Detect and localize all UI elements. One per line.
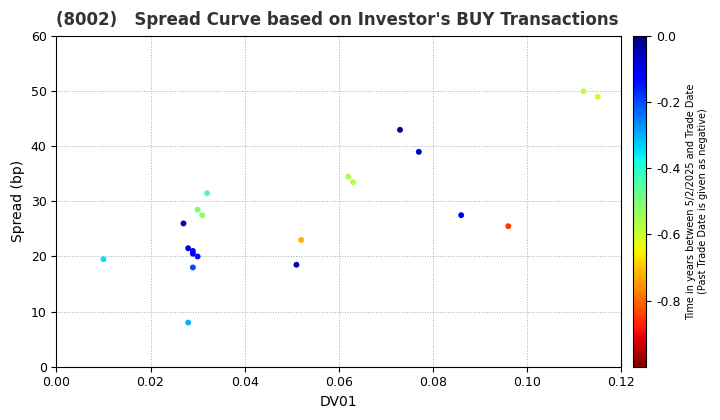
Point [187,248,199,255]
Point [413,149,425,155]
Point [187,264,199,271]
Point [192,206,203,213]
Point [503,223,514,230]
Point [295,236,307,243]
Point [192,253,203,260]
Point [197,212,208,218]
Y-axis label: Spread (bp): Spread (bp) [11,160,25,242]
Point [395,126,406,133]
Point [578,88,590,94]
Point [291,261,302,268]
Point [343,173,354,180]
Text: (8002)   Spread Curve based on Investor's BUY Transactions: (8002) Spread Curve based on Investor's … [56,11,619,29]
Point [456,212,467,218]
Point [182,245,194,252]
Y-axis label: Time in years between 5/2/2025 and Trade Date
(Past Trade Date is given as negat: Time in years between 5/2/2025 and Trade… [686,83,708,320]
X-axis label: DV01: DV01 [320,395,358,409]
Point [98,256,109,262]
Point [178,220,189,227]
Point [347,179,359,186]
Point [182,319,194,326]
Point [592,93,603,100]
Point [202,190,213,197]
Point [187,250,199,257]
